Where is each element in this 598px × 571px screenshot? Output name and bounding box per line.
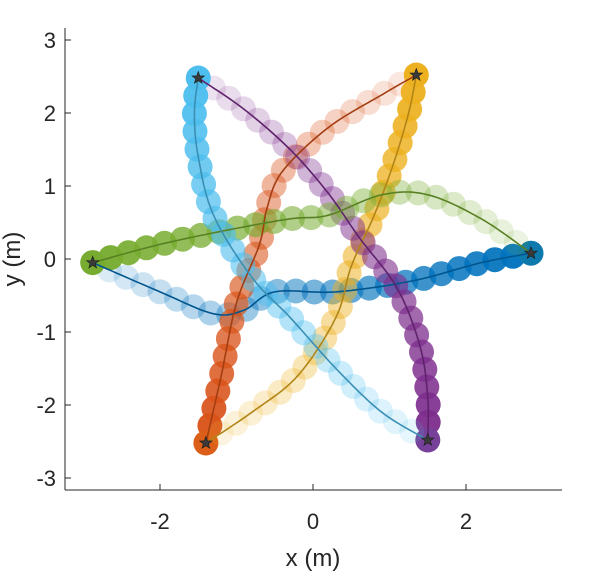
reference-path-series-3 [205, 74, 418, 444]
reference-path-series-4 [197, 77, 430, 440]
y-tick-label: 0 [44, 247, 56, 272]
x-tick-label: 0 [307, 509, 319, 534]
y-tick-label: 3 [44, 28, 56, 53]
y-axis-label: y (m) [0, 232, 26, 287]
y-tick-label: -1 [36, 320, 56, 345]
reference-path-series-6 [193, 77, 429, 441]
reference-path-series-5 [92, 191, 532, 264]
y-tick-label: -2 [36, 393, 56, 418]
y-tick-label: 2 [44, 101, 56, 126]
endpoint-star [420, 432, 435, 447]
reference-path-series-2 [205, 74, 417, 444]
x-tick-label: -2 [150, 509, 170, 534]
y-tick-label: 1 [44, 174, 56, 199]
endpoint-star [191, 70, 206, 84]
reference-path-series-1 [92, 252, 532, 316]
y-tick-label: -3 [36, 466, 56, 491]
reference-paths-layer [92, 74, 532, 444]
trail-markers-layer [80, 62, 544, 456]
endpoint-star [523, 245, 539, 260]
x-tick-label: 2 [460, 509, 472, 534]
endpoint-star [85, 255, 100, 269]
endpoint-star [409, 67, 424, 82]
endpoint-star [198, 435, 213, 449]
x-axis-label: x (m) [286, 545, 341, 571]
endpoint-stars-layer [85, 67, 539, 449]
axes: 3 2 1 0 -1 -2 -3 -2 0 2 [36, 28, 562, 534]
